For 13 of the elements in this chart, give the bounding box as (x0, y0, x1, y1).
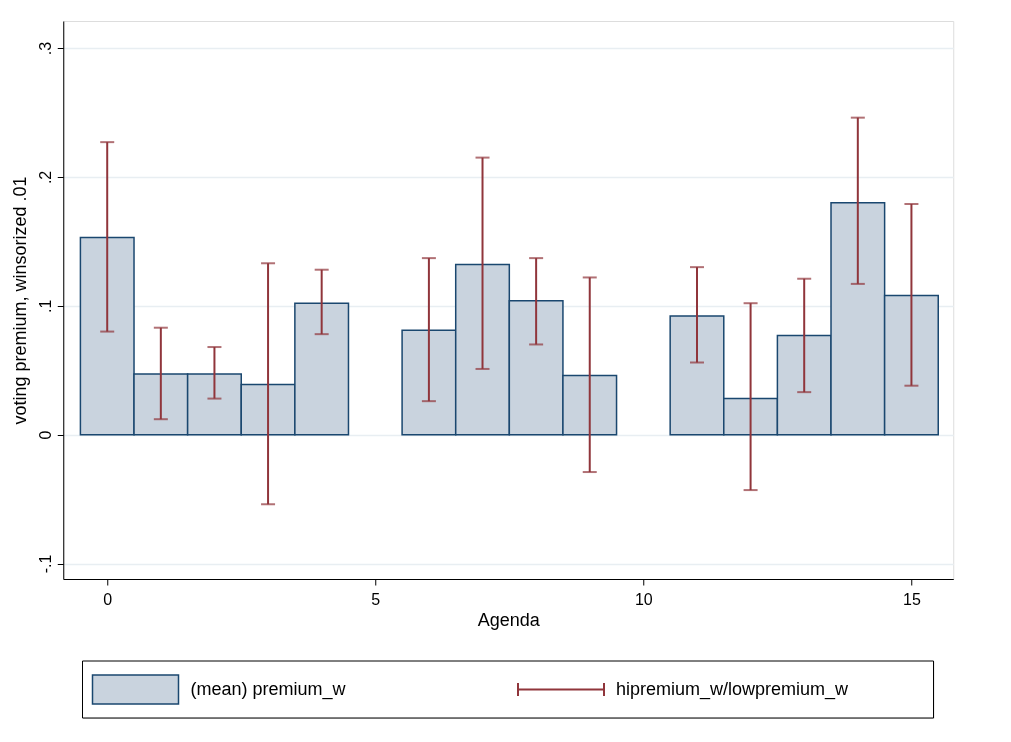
y-tick-label: -.1 (36, 554, 54, 574)
x-axis-title: Agenda (477, 609, 541, 630)
x-tick-label: 10 (634, 590, 653, 608)
x-tick-label: 0 (103, 590, 113, 608)
y-tick-label: 0 (36, 430, 54, 440)
y-axis-title: voting premium, winsorized .01 (9, 176, 30, 425)
x-tick-label: 5 (371, 590, 381, 608)
y-tick-label: .2 (36, 170, 54, 185)
x-tick-label: 15 (903, 590, 921, 608)
legend-label: hipremium_w/lowpremium_w (616, 678, 850, 700)
legend-label: (mean) premium_w (190, 678, 347, 700)
y-tick-label: .3 (36, 41, 54, 56)
y-tick-label: .1 (36, 299, 54, 313)
